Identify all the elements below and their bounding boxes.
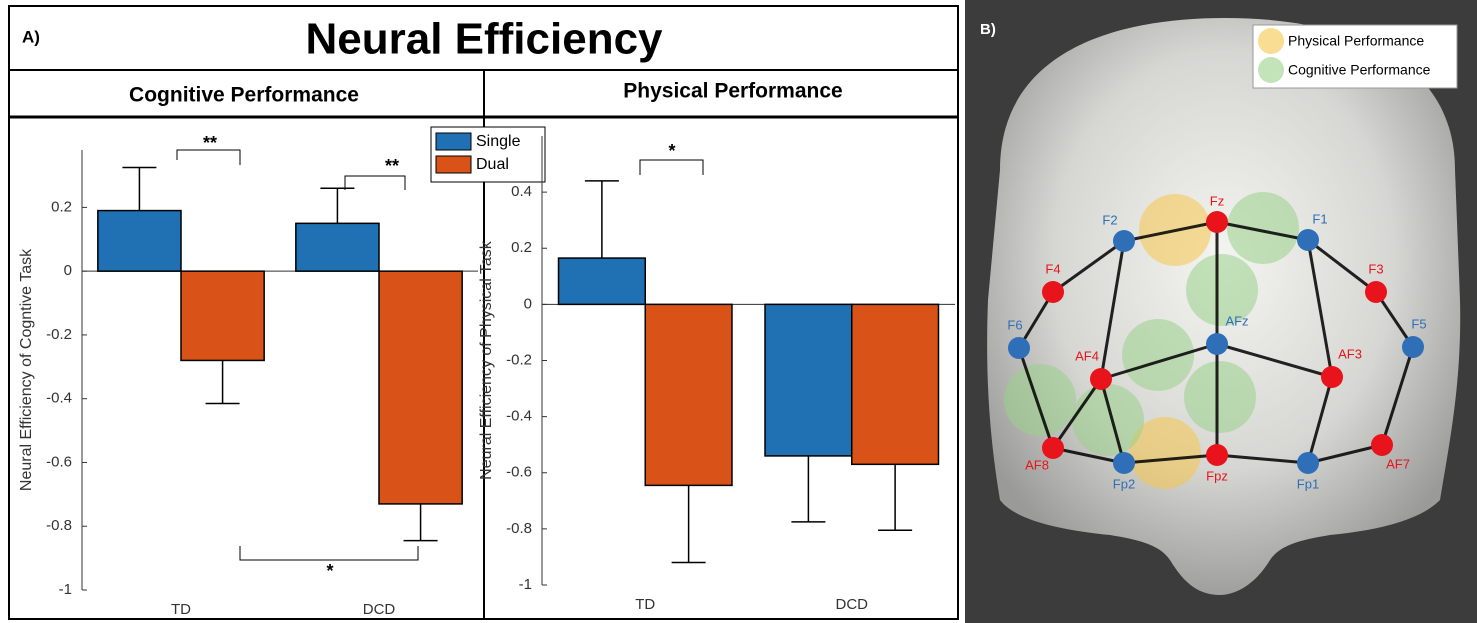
significance-label: ** <box>203 133 217 153</box>
legend-swatch <box>436 133 471 150</box>
optode <box>1113 452 1135 474</box>
optode-label: F2 <box>1102 212 1117 227</box>
panel-label: A) <box>22 27 40 46</box>
y-tick-label: 0 <box>524 295 532 312</box>
legend-label: Single <box>476 133 521 150</box>
y-tick-label: -0.6 <box>506 464 532 481</box>
chart-title: Physical Performance <box>623 80 842 103</box>
optode-label: F1 <box>1312 211 1327 226</box>
bar <box>559 258 646 304</box>
optode <box>1206 211 1228 233</box>
region-circle <box>1004 364 1076 436</box>
optode-label: F5 <box>1411 316 1426 331</box>
optode <box>1113 230 1135 252</box>
y-tick-label: -0.6 <box>46 453 72 470</box>
optode-label: F4 <box>1045 261 1060 276</box>
y-tick-label: -0.8 <box>46 517 72 534</box>
x-tick-label: DCD <box>363 601 396 618</box>
optode-label: AF3 <box>1338 346 1362 361</box>
optode-label: Fp1 <box>1297 476 1319 491</box>
legend-swatch <box>1258 28 1284 54</box>
optode-label: AF7 <box>1386 456 1410 471</box>
optode-label: F3 <box>1368 261 1383 276</box>
legend-label: Cognitive Performance <box>1288 62 1431 78</box>
y-tick-label: -0.2 <box>506 351 532 368</box>
optode-label: Fz <box>1210 193 1224 208</box>
legend-swatch <box>1258 57 1284 83</box>
optode <box>1321 366 1343 388</box>
panel-label: B) <box>980 21 996 38</box>
y-tick-label: 0.4 <box>511 183 532 200</box>
y-tick-label: -0.4 <box>46 390 72 407</box>
x-tick-label: TD <box>635 596 655 613</box>
y-tick-label: 0 <box>64 262 72 279</box>
y-tick-label: -1 <box>519 576 532 593</box>
x-tick-label: DCD <box>836 596 869 613</box>
y-tick-label: 0.2 <box>51 198 72 215</box>
y-tick-label: -0.2 <box>46 326 72 343</box>
y-axis-label: Neural Efficiency of Cogntive Task <box>18 248 35 491</box>
optode <box>1297 229 1319 251</box>
bar <box>98 211 181 272</box>
optode <box>1371 434 1393 456</box>
optode-label: F6 <box>1007 317 1022 332</box>
region-circle <box>1227 192 1299 264</box>
legend-label: Dual <box>476 156 509 173</box>
legend-swatch <box>436 156 471 173</box>
optode <box>1206 444 1228 466</box>
optode <box>1008 337 1030 359</box>
figure-title: Neural Efficiency <box>305 15 663 64</box>
optode <box>1297 452 1319 474</box>
significance-label: * <box>326 561 333 581</box>
bar <box>852 304 939 464</box>
optode-label: AFz <box>1225 313 1248 328</box>
optode <box>1365 281 1387 303</box>
page: A) Neural Efficiency Cognitive Performan… <box>0 0 1477 623</box>
y-axis-label: Neural Efficiency of Physical Task <box>478 240 495 480</box>
bar <box>379 271 462 504</box>
x-tick-label: TD <box>171 601 191 618</box>
region-circle <box>1072 384 1144 456</box>
optode-label: AF8 <box>1025 457 1049 472</box>
figure: A) Neural Efficiency Cognitive Performan… <box>0 0 1477 623</box>
optode-label: AF4 <box>1075 348 1099 363</box>
optode-label: Fpz <box>1206 468 1228 483</box>
y-tick-label: -0.8 <box>506 520 532 537</box>
significance-label: ** <box>385 156 399 176</box>
optode <box>1042 281 1064 303</box>
optode <box>1090 368 1112 390</box>
y-tick-label: -0.4 <box>506 408 532 425</box>
chart-title: Cognitive Performance <box>129 84 359 107</box>
y-tick-label: -1 <box>59 581 72 598</box>
legend-label: Physical Performance <box>1288 33 1424 49</box>
bar <box>645 304 732 485</box>
region-circle <box>1184 361 1256 433</box>
optode <box>1402 336 1424 358</box>
optode <box>1206 333 1228 355</box>
y-tick-label: 0.2 <box>511 239 532 256</box>
bar <box>181 271 264 360</box>
bar <box>765 304 852 456</box>
optode-label: Fp2 <box>1113 476 1135 491</box>
bar <box>296 223 379 271</box>
optode <box>1042 437 1064 459</box>
significance-label: * <box>668 141 675 161</box>
